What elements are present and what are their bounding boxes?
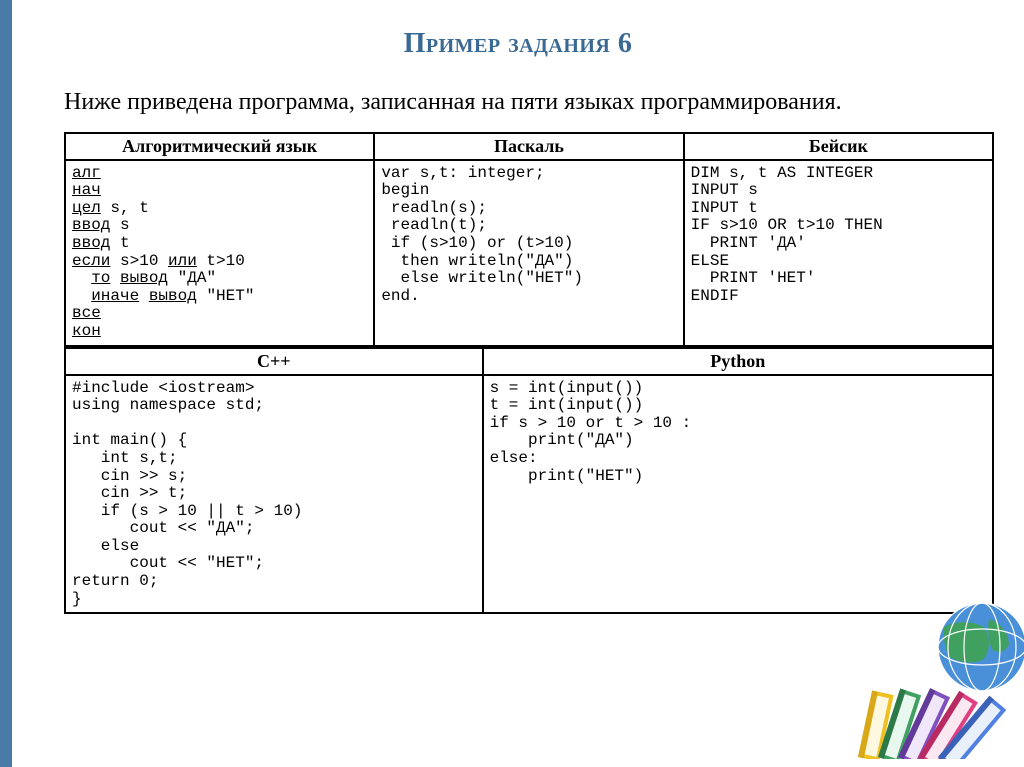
table-row: C++ Python [65, 348, 993, 375]
books-globe-icon [834, 589, 1024, 759]
decorative-illustration [834, 589, 1024, 759]
table-row: алг нач цел s, t ввод s ввод t если s>10… [65, 160, 993, 346]
col-header-python: Python [483, 348, 993, 375]
slide-title: Пример задания 6 [12, 0, 1024, 68]
code-table-wrap: Алгоритмический язык Паскаль Бейсик алг … [12, 132, 1024, 615]
code-cpp: #include <iostream> using namespace std;… [65, 375, 483, 614]
intro-text: Ниже приведена программа, записанная на … [12, 68, 1024, 132]
table-row: #include <iostream> using namespace std;… [65, 375, 993, 614]
code-basic: DIM s, t AS INTEGER INPUT s INPUT t IF s… [684, 160, 993, 346]
col-header-cpp: C++ [65, 348, 483, 375]
code-alg: алг нач цел s, t ввод s ввод t если s>10… [65, 160, 374, 346]
code-pascal: var s,t: integer; begin readln(s); readl… [374, 160, 683, 346]
code-python: s = int(input()) t = int(input()) if s >… [483, 375, 993, 614]
col-header-alg: Алгоритмический язык [65, 133, 374, 160]
table-row: Алгоритмический язык Паскаль Бейсик [65, 133, 993, 160]
col-header-basic: Бейсик [684, 133, 993, 160]
slide-container: Пример задания 6 Ниже приведена программ… [0, 0, 1024, 767]
code-table-2: C++ Python #include <iostream> using nam… [64, 347, 994, 615]
code-table: Алгоритмический язык Паскаль Бейсик алг … [64, 132, 994, 347]
col-header-pascal: Паскаль [374, 133, 683, 160]
